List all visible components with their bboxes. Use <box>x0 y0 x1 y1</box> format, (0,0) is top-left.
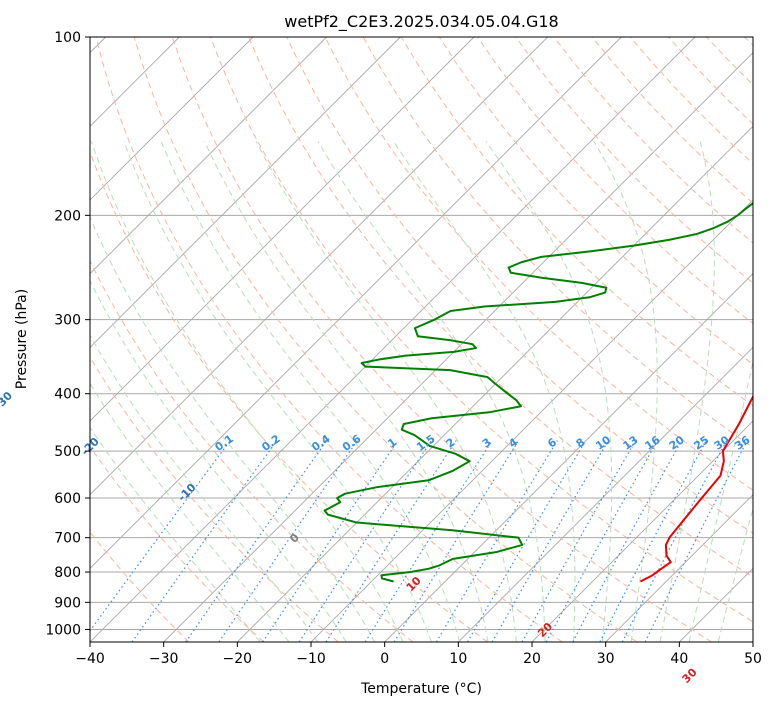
chart-title: wetPf2_C2E3.2025.034.05.04.G18 <box>284 12 558 32</box>
moist-adiabat-line <box>90 141 404 642</box>
axes: −40 −30 −20 −10 0 10 20 30 40 50 100 200 300 400 500 60… <box>45 30 762 667</box>
y-tick-label: 1000 <box>45 622 81 638</box>
mixing-ratio-line <box>435 440 558 642</box>
y-tick-label: 100 <box>54 30 81 46</box>
mixing-ratio-line <box>364 440 493 642</box>
plot-frame <box>89 36 754 643</box>
isotherm-line <box>531 420 753 642</box>
dry-adiabat-line <box>90 445 264 642</box>
isotherm-line <box>90 37 475 422</box>
isotherm-line <box>90 37 254 201</box>
moist-adiabat-line <box>485 141 613 642</box>
y-tick-label: 600 <box>54 491 81 507</box>
mixing-ratio-line <box>621 440 728 642</box>
moist-adiabat-line <box>123 141 432 642</box>
x-tick-label: −30 <box>149 651 179 667</box>
isotherm-line <box>90 37 327 275</box>
x-tick-label: −10 <box>296 651 326 667</box>
y-tick-label: 900 <box>54 595 81 611</box>
x-tick-label: 40 <box>670 651 688 667</box>
dewpoint-line <box>323 202 753 583</box>
profile-lines <box>323 202 753 583</box>
dry-adiabat-line <box>210 37 753 623</box>
moist-adiabat-line <box>317 141 546 642</box>
moist-adiabat-line <box>90 382 290 642</box>
dry-adiabat-line <box>286 37 753 534</box>
y-axis-label: Pressure (hPa) <box>14 289 30 389</box>
y-tick-label: 300 <box>54 313 81 329</box>
isotherm-line <box>605 494 753 642</box>
mixing-ratio-line <box>599 440 707 642</box>
x-tick-label: 0 <box>380 651 389 667</box>
x-tick-label: 50 <box>744 651 762 667</box>
x-axis-label: Temperature (°C) <box>360 681 482 697</box>
y-tick-label: 700 <box>54 531 81 547</box>
dry-adiabat-line <box>515 37 753 284</box>
y-tick-label: 200 <box>54 208 81 224</box>
moist-adiabat-line <box>593 141 658 642</box>
moist-adiabat-line <box>717 506 753 642</box>
x-tick-label: −40 <box>75 651 105 667</box>
y-tick-label: 400 <box>54 387 81 403</box>
isotherm-line <box>237 125 753 642</box>
background-lines <box>90 37 753 642</box>
mixing-ratio-line <box>572 440 683 642</box>
dry-adiabat-line <box>324 37 753 491</box>
isotherm-line <box>90 37 622 569</box>
isotherm-line <box>90 37 548 496</box>
isotherm-line <box>384 273 753 642</box>
dry-adiabat-line <box>90 259 414 642</box>
mixing-ratio-line <box>185 440 328 642</box>
isotherm-line <box>90 37 401 348</box>
isotherm-line <box>458 346 753 642</box>
moist-adiabat-line <box>90 215 376 642</box>
mixing-ratio-line <box>393 440 520 642</box>
mixing-ratio-line <box>545 440 659 642</box>
mixing-ratio-line <box>131 440 278 642</box>
moist-adiabat-line <box>90 426 261 642</box>
x-tick-label: 30 <box>597 651 615 667</box>
y-tick-label: 800 <box>54 565 81 581</box>
moist-adiabat-line <box>659 141 715 642</box>
y-tick-label: 500 <box>54 444 81 460</box>
moist-adiabat-line <box>393 141 576 642</box>
moist-adiabat-line <box>90 334 319 642</box>
dry-adiabat-line <box>248 37 753 578</box>
isotherm-line <box>90 37 696 642</box>
x-tick-label: 10 <box>449 651 467 667</box>
mixing-ratio-line <box>521 440 637 642</box>
dry-adiabat-line <box>171 37 712 642</box>
x-tick-label: −20 <box>223 651 253 667</box>
mixing-ratio-line <box>644 440 748 642</box>
dry-adiabat-line <box>95 37 563 642</box>
mixing-ratio-line <box>298 440 432 642</box>
moist-adiabat-line <box>90 279 347 642</box>
moist-adiabat-line <box>255 141 517 642</box>
plot-background <box>90 37 753 642</box>
x-tick-label: 20 <box>523 651 541 667</box>
isotherm-line <box>163 52 753 642</box>
mixing-ratio-line <box>466 440 587 642</box>
moist-adiabat-line <box>688 358 753 642</box>
moist-adiabat-line <box>160 141 461 642</box>
mixing-ratio-line <box>491 440 609 642</box>
moist-adiabat-line <box>204 141 489 642</box>
temperature-line <box>639 394 753 583</box>
